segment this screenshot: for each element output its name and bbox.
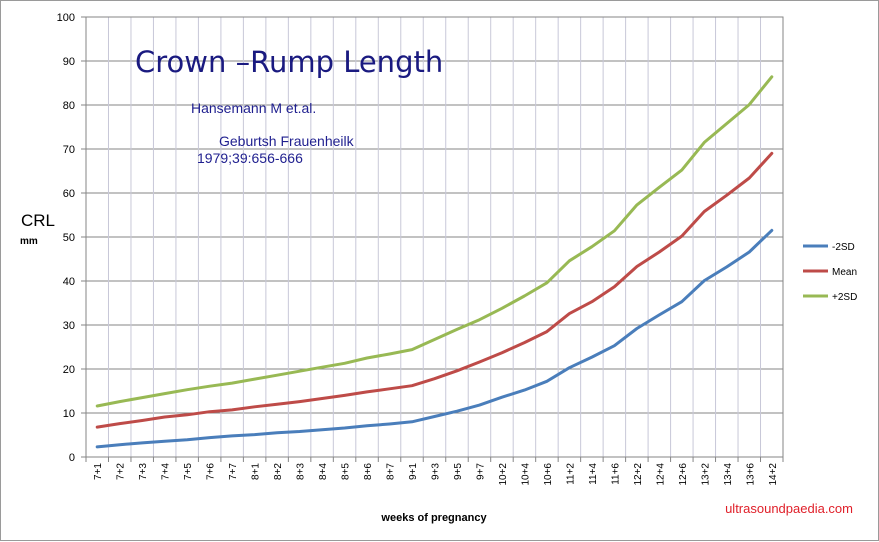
legend-label: Mean [832, 267, 857, 278]
series-line-2sd [95, 75, 774, 408]
plot-area [85, 16, 784, 458]
y-tick-label: 0 [69, 452, 75, 464]
x-tick-label: 8+5 [341, 463, 352, 480]
y-tick-label: 40 [63, 276, 75, 288]
x-tick-label: 14+2 [768, 463, 779, 486]
x-tick-label: 10+4 [520, 463, 531, 486]
x-tick-label: 13+2 [700, 463, 711, 486]
y-tick-label: 100 [57, 12, 75, 24]
legend-label: +2SD [832, 292, 857, 303]
x-tick-label: 11+6 [610, 463, 621, 485]
x-tick-label: 7+3 [138, 463, 149, 480]
x-tick-label: 7+2 [116, 463, 127, 480]
y-tick-label: 90 [63, 56, 75, 68]
x-tick-label: 11+2 [565, 463, 576, 485]
x-tick-label: 9+3 [431, 463, 442, 480]
x-tick-label: 10+6 [543, 463, 554, 486]
x-tick-label: 8+3 [296, 463, 307, 480]
x-tick-label: 8+7 [386, 463, 397, 480]
x-tick-label: 12+2 [633, 463, 644, 486]
y-tick-label: 50 [63, 232, 75, 244]
x-tick-label: 9+1 [408, 463, 419, 480]
x-tick-label: 11+4 [588, 463, 599, 485]
y-tick-label: 70 [63, 144, 75, 156]
annotation-authors: Hansemann M et.al. [191, 100, 316, 116]
y-tick-label: 80 [63, 100, 75, 112]
x-tick-labels: 7+1 7+2 7+3 7+4 7+5 7+6 7+7 8+1 8+2 8+3 8+4 8+5 8+6 8… [93, 463, 779, 486]
x-tick-label: 7+5 [183, 463, 194, 480]
x-tick-label: 12+6 [678, 463, 689, 486]
x-tick-label: 8+6 [363, 463, 374, 480]
x-tick-label: 7+1 [93, 463, 104, 480]
series-line-mean [95, 151, 774, 429]
x-tick-label: 9+5 [453, 463, 464, 480]
x-tick-label: 8+1 [251, 463, 262, 480]
y-tick-label: 20 [63, 364, 75, 376]
x-tick-label: 9+7 [475, 463, 486, 480]
watermark: ultrasoundpaedia.com [725, 501, 853, 516]
annotation-journal: Geburtsh Frauenheilk [219, 133, 355, 149]
x-tick-label: 13+6 [745, 463, 756, 486]
y-tick-labels: 0 10 20 30 40 50 60 70 80 90 100 [57, 12, 75, 464]
legend-label: -2SD [832, 242, 855, 253]
x-tick-label: 7+6 [206, 463, 217, 480]
x-tick-label: 10+2 [498, 463, 509, 486]
x-tick-label: 7+7 [228, 463, 239, 480]
gridlines [81, 16, 784, 462]
annotation-citation: 1979;39:656-666 [197, 150, 303, 166]
x-tick-label: 13+4 [723, 463, 734, 486]
x-axis-label: weeks of pregnancy [380, 512, 487, 524]
series-lines [95, 75, 774, 449]
y-tick-label: 10 [63, 408, 75, 420]
x-tick-label: 8+2 [273, 463, 284, 480]
x-tick-label: 8+4 [318, 463, 329, 480]
y-tick-label: 60 [63, 188, 75, 200]
legend: -2SD Mean +2SD [803, 242, 857, 303]
chart-title: Crown –Rump Length [135, 45, 443, 79]
x-tick-label: 7+4 [161, 463, 172, 480]
y-axis-unit: mm [20, 236, 38, 247]
x-tick-label: 12+4 [655, 463, 666, 486]
y-axis-label: CRL [21, 211, 55, 230]
y-tick-label: 30 [63, 320, 75, 332]
series-line-2sd [95, 228, 774, 449]
